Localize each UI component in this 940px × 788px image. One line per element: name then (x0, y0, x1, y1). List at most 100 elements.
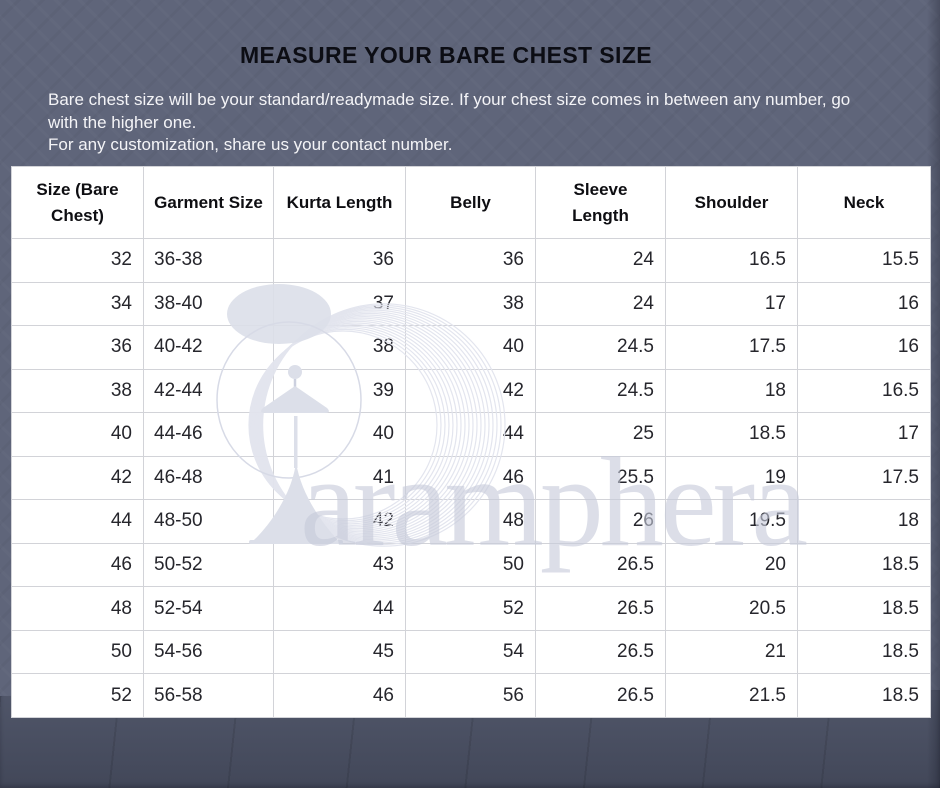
table-cell: 52 (405, 586, 536, 631)
table-cell: 36 (405, 238, 536, 283)
header-cell: Kurta Length (273, 166, 406, 239)
table-cell: 48 (11, 586, 144, 631)
table-cell: 42-44 (143, 368, 274, 414)
table-cell: 21 (665, 629, 798, 675)
table-cell: 36-38 (143, 238, 274, 283)
table-cell: 17.5 (797, 455, 931, 501)
table-cell: 54 (405, 629, 536, 675)
header-cell: Garment Size (143, 166, 274, 239)
table-cell: 45 (273, 629, 406, 675)
table-cell: 42 (273, 499, 406, 544)
header-cell: Sleeve Length (535, 166, 666, 239)
table-cell: 40 (11, 412, 144, 457)
table-cell: 36 (273, 238, 406, 283)
header-cell: Shoulder (665, 166, 798, 239)
table-cell: 24.5 (535, 368, 666, 414)
table-cell: 46-48 (143, 455, 274, 501)
table-cell: 40 (273, 412, 406, 457)
table-cell: 48 (405, 499, 536, 544)
table-cell: 48-50 (143, 499, 274, 544)
size-table-body: 32 36-38 36 36 24 16.5 15.5 34 38-40 37 38 24 17 16 36… (11, 238, 931, 718)
table-cell: 15.5 (797, 238, 931, 283)
table-cell: 56 (405, 673, 536, 718)
table-cell: 25 (535, 412, 666, 457)
table-cell: 24 (535, 281, 666, 327)
table-cell: 41 (273, 455, 406, 501)
table-cell: 54-56 (143, 629, 274, 675)
table-cell: 34 (11, 281, 144, 327)
table-cell: 26 (535, 499, 666, 544)
table-cell: 50 (405, 542, 536, 588)
table-cell: 18.5 (797, 586, 931, 631)
table-cell: 40-42 (143, 325, 274, 370)
table-cell: 32 (11, 238, 144, 283)
table-cell: 37 (273, 281, 406, 327)
table-cell: 19.5 (665, 499, 798, 544)
table-cell: 24.5 (535, 325, 666, 370)
table-cell: 16 (797, 325, 931, 370)
table-cell: 38 (273, 325, 406, 370)
table-row: 40 44-46 40 44 25 18.5 17 (11, 412, 931, 457)
table-cell: 25.5 (535, 455, 666, 501)
table-cell: 18 (665, 368, 798, 414)
table-cell: 44 (405, 412, 536, 457)
table-row: 36 40-42 38 40 24.5 17.5 16 (11, 325, 931, 370)
table-cell: 18.5 (797, 673, 931, 718)
size-table-grid: Size (Bare Chest) Garment Size Kurta Lengt… (11, 166, 931, 718)
table-row: 38 42-44 39 42 24.5 18 16.5 (11, 368, 931, 414)
table-row: 48 52-54 44 52 26.5 20.5 18.5 (11, 586, 931, 631)
table-row: 34 38-40 37 38 24 17 16 (11, 281, 931, 327)
table-cell: 42 (405, 368, 536, 414)
intro-text: Bare chest size will be your standard/re… (48, 89, 868, 157)
table-cell: 44-46 (143, 412, 274, 457)
table-cell: 40 (405, 325, 536, 370)
table-cell: 44 (11, 499, 144, 544)
table-cell: 20 (665, 542, 798, 588)
table-cell: 44 (273, 586, 406, 631)
table-cell: 26.5 (535, 542, 666, 588)
table-cell: 43 (273, 542, 406, 588)
table-cell: 21.5 (665, 673, 798, 718)
table-cell: 36 (11, 325, 144, 370)
table-cell: 38 (11, 368, 144, 414)
intro-line-2: For any customization, share us your con… (48, 135, 453, 154)
size-table-head-row: Size (Bare Chest) Garment Size Kurta Lengt… (11, 166, 931, 239)
table-cell: 19 (665, 455, 798, 501)
table-cell: 50 (11, 629, 144, 675)
table-cell: 26.5 (535, 673, 666, 718)
table-cell: 20.5 (665, 586, 798, 631)
table-cell: 18.5 (797, 629, 931, 675)
table-cell: 26.5 (535, 629, 666, 675)
table-cell: 16.5 (797, 368, 931, 414)
table-cell: 16.5 (665, 238, 798, 283)
table-cell: 50-52 (143, 542, 274, 588)
table-row: 46 50-52 43 50 26.5 20 18.5 (11, 542, 931, 588)
table-cell: 17 (797, 412, 931, 457)
table-cell: 38-40 (143, 281, 274, 327)
table-cell: 26.5 (535, 586, 666, 631)
header-cell: Belly (405, 166, 536, 239)
table-cell: 18 (797, 499, 931, 544)
table-cell: 46 (405, 455, 536, 501)
table-row: 42 46-48 41 46 25.5 19 17.5 (11, 455, 931, 501)
table-row: 44 48-50 42 48 26 19.5 18 (11, 499, 931, 544)
table-row: 50 54-56 45 54 26.5 21 18.5 (11, 629, 931, 675)
intro-line-1: Bare chest size will be your standard/re… (48, 90, 851, 132)
size-table: Size (Bare Chest) Garment Size Kurta Lengt… (11, 166, 931, 718)
table-row: 32 36-38 36 36 24 16.5 15.5 (11, 238, 931, 283)
table-cell: 52-54 (143, 586, 274, 631)
table-cell: 18.5 (665, 412, 798, 457)
table-cell: 17 (665, 281, 798, 327)
table-cell: 17.5 (665, 325, 798, 370)
table-cell: 18.5 (797, 542, 931, 588)
page-title: MEASURE YOUR BARE CHEST SIZE (239, 42, 653, 68)
table-row: 52 56-58 46 56 26.5 21.5 18.5 (11, 673, 931, 718)
table-cell: 38 (405, 281, 536, 327)
table-cell: 24 (535, 238, 666, 283)
table-cell: 46 (11, 542, 144, 588)
table-cell: 46 (273, 673, 406, 718)
table-cell: 52 (11, 673, 144, 718)
table-cell: 39 (273, 368, 406, 414)
header-cell: Neck (797, 166, 931, 239)
header-cell: Size (Bare Chest) (11, 166, 144, 239)
